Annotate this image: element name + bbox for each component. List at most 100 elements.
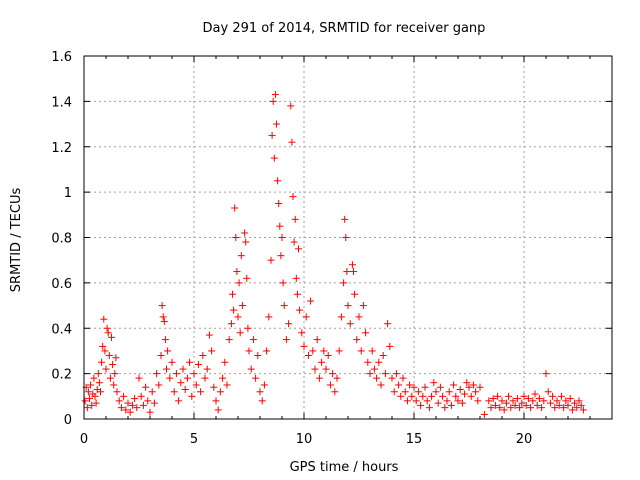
data-point (275, 199, 283, 207)
data-point (353, 336, 361, 344)
data-point (406, 381, 414, 389)
data-point (513, 395, 521, 403)
data-point (238, 302, 246, 310)
data-point (188, 392, 196, 400)
data-point (205, 331, 213, 339)
data-point (233, 268, 241, 276)
data-point (160, 317, 168, 325)
data-point (278, 234, 286, 241)
data-point (271, 91, 279, 99)
data-point (452, 392, 460, 400)
data-point (210, 383, 218, 391)
data-point (489, 395, 497, 403)
data-point (135, 374, 143, 382)
data-point (421, 383, 429, 391)
data-point (379, 351, 387, 359)
data-point (454, 397, 462, 405)
data-point (538, 404, 546, 412)
data-point (341, 215, 349, 223)
data-point (480, 410, 488, 418)
data-point (551, 404, 559, 412)
data-point (370, 365, 378, 373)
data-point (318, 358, 326, 366)
data-point (340, 279, 348, 287)
data-point (234, 313, 242, 321)
data-point (280, 302, 288, 310)
data-point (443, 397, 451, 405)
data-point (423, 397, 431, 405)
data-point (201, 374, 209, 382)
data-point (279, 279, 287, 287)
data-point (276, 222, 284, 230)
data-point (146, 408, 154, 416)
data-point (494, 392, 502, 400)
data-point (229, 290, 236, 298)
data-point (216, 388, 224, 396)
data-point (183, 374, 191, 382)
data-point (90, 374, 98, 382)
data-point (245, 347, 253, 355)
data-point (577, 401, 585, 409)
data-point (311, 365, 319, 373)
data-point (243, 274, 251, 282)
data-point (208, 347, 216, 355)
data-point (324, 351, 332, 359)
data-point (458, 399, 466, 407)
data-point (273, 120, 280, 128)
data-point (500, 406, 508, 414)
data-point (288, 138, 296, 146)
data-point (487, 404, 495, 412)
data-point (108, 333, 115, 341)
data-point (199, 351, 207, 359)
data-point (527, 404, 535, 412)
data-point (375, 358, 383, 366)
data-point (237, 252, 245, 260)
y-axis-ticks: 0 0.2 0.4 0.6 0.8 1 1.2 1.4 1.6 (51, 50, 612, 428)
data-point (419, 392, 427, 400)
data-point (320, 347, 328, 355)
data-point (322, 365, 330, 373)
data-point (260, 381, 268, 389)
y-tick-label: 1 (64, 186, 72, 201)
data-point (573, 404, 581, 412)
data-point (102, 365, 110, 373)
data-point (103, 324, 111, 332)
data-point (386, 342, 394, 350)
data-point (309, 347, 317, 355)
data-point (351, 290, 359, 298)
data-point (511, 401, 519, 409)
y-tick-label: 1.2 (51, 141, 72, 156)
data-point (212, 397, 220, 405)
data-point (197, 388, 205, 396)
data-point (502, 399, 510, 407)
data-point (399, 374, 407, 382)
data-point (544, 388, 552, 396)
data-point (221, 358, 229, 366)
y-tick-label: 1.6 (51, 50, 72, 65)
data-point (175, 397, 183, 405)
data-point (414, 388, 422, 396)
data-point (110, 381, 118, 389)
data-point (249, 336, 257, 344)
data-point (461, 390, 469, 398)
x-tick-label: 10 (296, 432, 313, 447)
data-point (408, 392, 416, 400)
data-point (546, 399, 554, 407)
data-point (155, 381, 163, 389)
data-point (166, 374, 174, 382)
data-point (335, 347, 343, 355)
x-tick-label: 15 (406, 432, 423, 447)
data-point (263, 347, 271, 355)
data-point (417, 401, 425, 409)
data-point (84, 388, 92, 396)
data-point (203, 365, 211, 373)
data-point (463, 379, 471, 387)
data-point (232, 234, 240, 241)
data-point (225, 336, 233, 344)
data-point (553, 397, 561, 405)
data-point (469, 381, 477, 389)
data-point (307, 297, 315, 305)
y-tick-label: 0.6 (51, 277, 72, 292)
data-point (439, 392, 447, 400)
y-tick-label: 0 (64, 413, 72, 428)
